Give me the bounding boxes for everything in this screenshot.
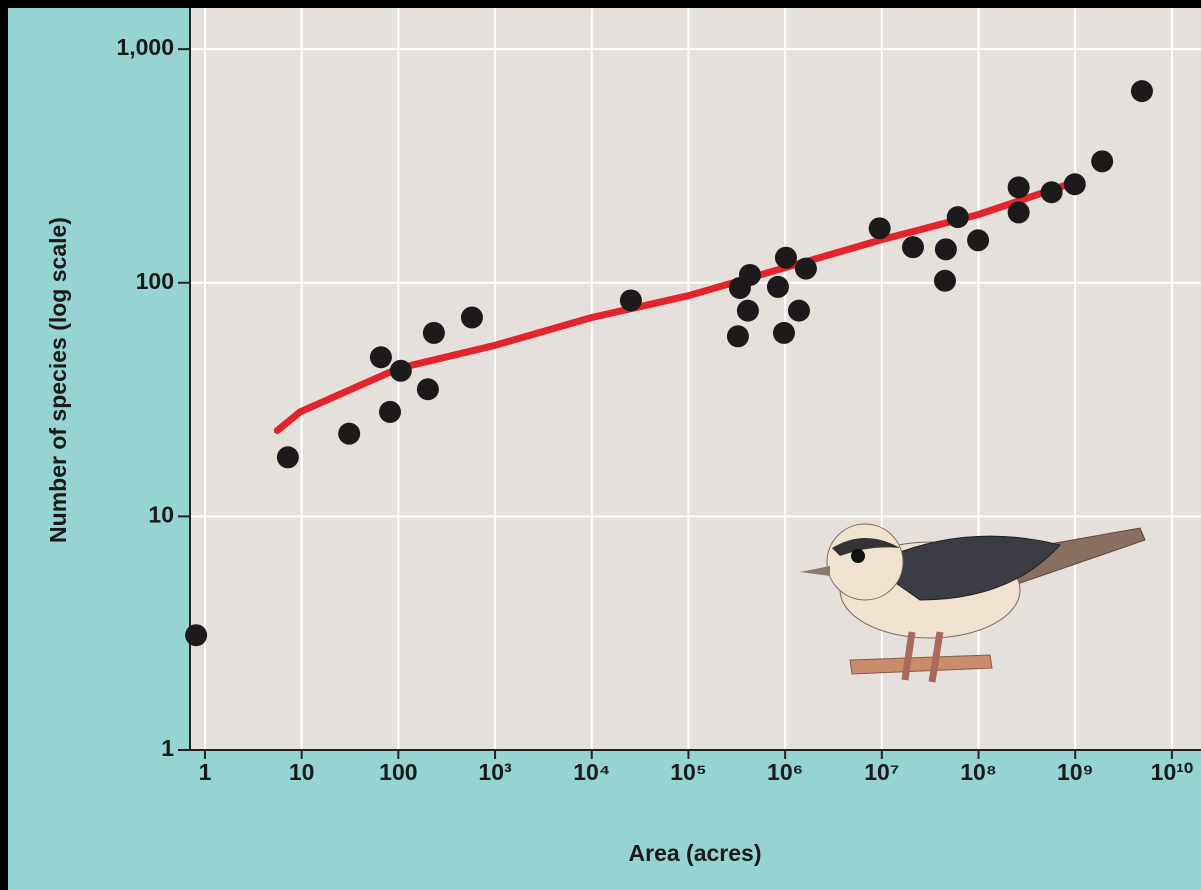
data-point [389,359,412,382]
y-tick-label: 100 [136,268,174,294]
data-point [1007,201,1030,224]
y-axis-title: Number of species (log scale) [45,217,71,543]
data-point [794,257,817,280]
x-tick-label: 1 [199,759,212,785]
data-point [276,446,299,469]
fit-line [273,181,1069,435]
x-tick-label: 10⁸ [960,759,996,785]
data-point [766,275,789,298]
x-tick-label: 100 [379,759,417,785]
y-tick-label: 10 [148,501,174,527]
y-tick-label: 1 [161,735,174,761]
data-point [868,217,891,240]
data-point [1040,181,1063,204]
data-point [619,289,642,312]
y-tick-label: 1,000 [116,34,174,60]
data-point [934,238,957,261]
data-point [379,400,402,423]
x-tick-label: 10¹⁰ [1151,759,1193,785]
data-point [901,236,924,259]
data-point [1007,176,1030,199]
data-point [787,299,810,322]
x-tick-label: 10⁶ [767,759,803,785]
data-point [772,321,795,344]
data-point [726,325,749,348]
data-point [422,321,445,344]
data-point [338,422,361,445]
data-point [967,229,990,252]
data-point [933,269,956,292]
data-point [369,346,392,369]
data-point [460,306,483,329]
data-point [736,299,759,322]
grid [190,8,1201,751]
x-tick-label: 10⁴ [573,759,610,785]
data-point [1130,80,1153,103]
data-point [738,263,761,286]
x-tick-label: 10 [289,759,315,785]
data-point [1063,173,1086,196]
x-tick-label: 10⁵ [670,759,706,785]
bird-illustration [800,523,1146,683]
x-tick-label: 10³ [478,759,512,785]
plot-area [190,8,1201,750]
data-point [946,206,969,229]
data-point [416,378,439,401]
x-tick-label: 10⁹ [1057,759,1094,785]
x-tick-label: 10⁷ [864,759,899,785]
data-point [1091,150,1114,173]
data-point [774,246,797,269]
x-axis-title: Area (acres) [629,840,762,866]
data-point [185,624,208,647]
